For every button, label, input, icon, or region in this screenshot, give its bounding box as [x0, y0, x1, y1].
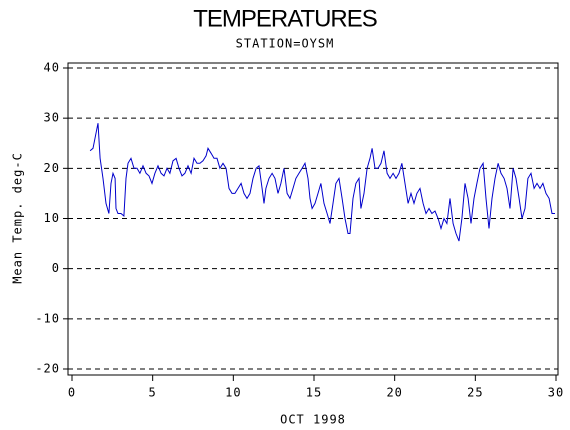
y-tick-label: -10 — [35, 311, 60, 325]
x-tick-label: 10 — [225, 386, 241, 400]
data-line — [89, 123, 555, 242]
x-tick-label: 25 — [467, 386, 483, 400]
x-tick-label: 30 — [548, 386, 564, 400]
y-axis-label: Mean Temp. deg-C — [11, 152, 25, 284]
y-tick-label: -20 — [35, 362, 60, 376]
x-tick-label: 0 — [68, 386, 76, 400]
y-tick-label: 10 — [44, 211, 60, 225]
chart-title: TEMPERATURES — [193, 5, 377, 32]
x-tick-label: 15 — [306, 386, 322, 400]
x-tick-label: 5 — [149, 386, 157, 400]
y-tick-label: 30 — [44, 111, 60, 125]
y-tick-label: 40 — [44, 61, 60, 75]
y-tick-label: 0 — [52, 261, 60, 275]
y-tick-label: 20 — [44, 161, 60, 175]
x-tick-label: 20 — [386, 386, 402, 400]
x-axis-label: OCT 1998 — [280, 413, 346, 427]
chart-subtitle: STATION=OYSM — [236, 37, 335, 51]
